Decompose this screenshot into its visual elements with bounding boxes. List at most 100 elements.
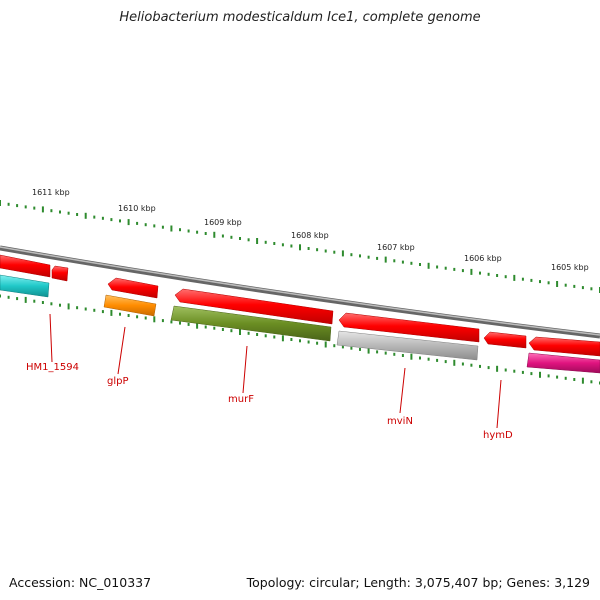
minor-tick (530, 278, 533, 282)
minor-tick (204, 325, 207, 329)
major-tick (299, 244, 301, 251)
minor-tick (93, 308, 96, 312)
major-tick (324, 341, 327, 348)
minor-tick (487, 272, 490, 276)
minor-tick (479, 364, 481, 368)
major-tick (153, 316, 156, 323)
gene-label-glpp[interactable]: glpP (107, 376, 129, 387)
gene-block-cyan[interactable] (0, 274, 50, 298)
minor-tick (161, 319, 164, 323)
kbp-label: 1609 kbp (204, 218, 242, 227)
kbp-label: 1605 kbp (551, 263, 589, 272)
gene-block-orange[interactable] (103, 294, 157, 317)
minor-tick (247, 238, 250, 242)
minor-tick (101, 216, 104, 220)
minor-tick (359, 254, 361, 258)
minor-tick (119, 312, 121, 316)
kbp-labels: 1611 kbp 1610 kbp 1609 kbp 1608 kbp 1607… (32, 188, 589, 272)
minor-tick (496, 274, 499, 277)
minor-tick (324, 249, 327, 253)
minor-tick (7, 295, 10, 299)
minor-tick (504, 368, 507, 372)
minor-tick (367, 255, 370, 259)
minor-tick (341, 345, 344, 349)
minor-tick (273, 242, 276, 245)
gene-label-hm1-1594[interactable]: HM1_1594 (26, 362, 79, 373)
minor-tick (221, 234, 224, 238)
minor-tick (144, 223, 147, 227)
major-tick (384, 256, 387, 263)
minor-tick (299, 339, 301, 343)
minor-tick (76, 306, 79, 310)
minor-tick (393, 352, 396, 356)
minor-tick (50, 209, 53, 213)
minor-tick (136, 315, 139, 319)
gene-block-olive[interactable] (170, 305, 332, 342)
label-leaders (49, 313, 502, 429)
minor-tick (16, 204, 19, 208)
major-tick (581, 377, 584, 384)
minor-tick (436, 265, 439, 269)
minor-tick (564, 283, 567, 287)
gene-arrow[interactable] (528, 336, 600, 357)
minor-tick (230, 235, 233, 239)
minor-tick (333, 344, 336, 348)
gene-label-mvin[interactable]: mviN (387, 416, 413, 427)
minor-tick (401, 260, 404, 264)
minor-tick (221, 328, 224, 331)
map-title: Heliobacterium modesticaldum Ice1, compl… (119, 10, 481, 25)
minor-tick (359, 347, 361, 351)
gene-arrow[interactable] (0, 254, 51, 278)
major-tick (196, 322, 199, 329)
minor-tick (281, 243, 284, 247)
kbp-label: 1607 kbp (377, 243, 415, 252)
minor-tick (479, 271, 481, 275)
minor-tick (350, 253, 353, 257)
minor-tick (101, 310, 104, 314)
minor-tick (461, 269, 464, 273)
gene-label-hymd[interactable]: hymD (483, 430, 513, 441)
gene-arrow[interactable] (107, 277, 159, 299)
gene-block-magenta[interactable] (526, 352, 600, 374)
major-tick (127, 219, 130, 226)
minor-tick (76, 213, 79, 216)
major-tick (213, 231, 216, 238)
major-tick (539, 371, 541, 378)
minor-tick (59, 210, 61, 214)
gene-arrow[interactable] (483, 331, 527, 349)
minor-tick (256, 333, 259, 336)
minor-tick (264, 240, 267, 244)
major-tick (67, 303, 70, 310)
minor-tick (136, 221, 139, 225)
major-tick (41, 206, 44, 213)
gene-block-gray[interactable] (336, 330, 479, 361)
minor-tick (573, 378, 576, 381)
major-tick (341, 250, 344, 257)
minor-tick (316, 248, 319, 252)
minor-tick (333, 250, 336, 254)
major-tick (410, 353, 413, 360)
minor-tick (33, 299, 36, 303)
minor-tick (401, 354, 404, 357)
gene-arrow[interactable] (174, 288, 334, 325)
minor-tick (504, 275, 507, 279)
minor-tick (59, 303, 61, 307)
genome-stats-text: Topology: circular; Length: 3,075,407 bp… (246, 575, 590, 590)
minor-tick (273, 335, 276, 339)
minor-tick (230, 329, 233, 333)
minor-tick (384, 351, 387, 355)
gene-label-murf[interactable]: murF (228, 394, 254, 405)
minor-tick (0, 294, 1, 298)
minor-tick (590, 287, 593, 291)
major-tick (170, 225, 173, 232)
gene-arrow[interactable] (338, 312, 480, 343)
minor-tick (170, 320, 173, 324)
minor-tick (470, 363, 473, 367)
minor-tick (350, 346, 353, 350)
minor-tick (93, 215, 96, 219)
gene-arrow[interactable] (51, 265, 69, 282)
minor-tick (513, 369, 516, 373)
major-tick (0, 200, 1, 206)
minor-tick (444, 266, 447, 270)
